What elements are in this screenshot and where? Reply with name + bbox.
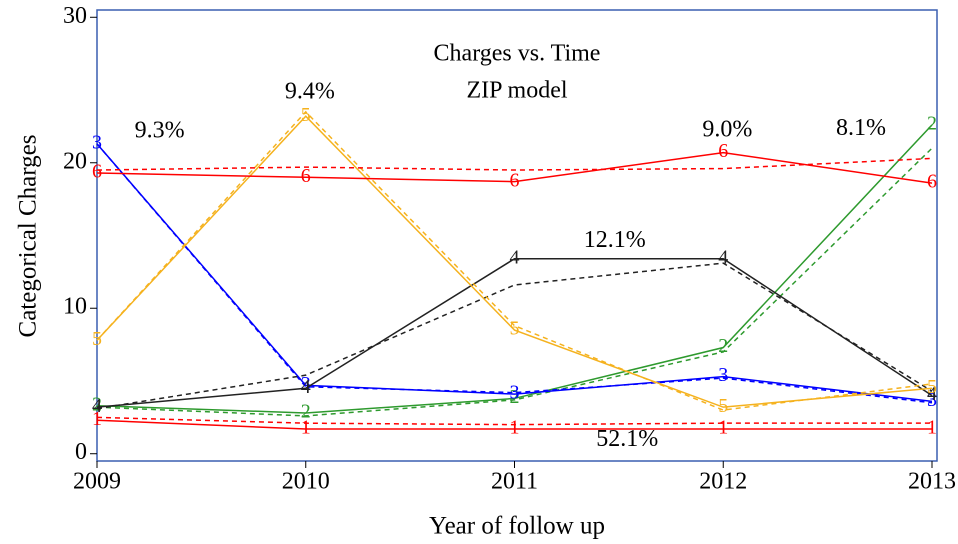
point-marker: 5 — [301, 104, 311, 126]
annotation: 9.0% — [702, 116, 752, 142]
point-marker: 2 — [927, 113, 937, 135]
point-marker: 3 — [927, 389, 937, 411]
point-marker: 6 — [92, 161, 102, 183]
point-marker: 1 — [718, 417, 728, 439]
point-marker: 6 — [927, 171, 937, 193]
annotation: 12.1% — [584, 227, 646, 253]
point-marker: 3 — [301, 373, 311, 395]
annotation: 52.1% — [596, 426, 658, 452]
point-marker: 4 — [718, 246, 728, 268]
observed-line — [96, 419, 932, 430]
annotation: 9.3% — [135, 118, 185, 144]
point-marker: 2 — [301, 401, 311, 423]
point-marker: 3 — [510, 382, 520, 404]
point-marker: 2 — [510, 386, 520, 408]
point-marker: 1 — [301, 417, 311, 439]
x-tick-label: 2013 — [908, 469, 956, 495]
observed-line — [96, 115, 933, 408]
y-tick-label: 30 — [63, 3, 87, 29]
x-tick-label: 2011 — [491, 469, 538, 495]
y-tick-label: 10 — [63, 294, 87, 320]
point-marker: 2 — [92, 393, 102, 415]
point-marker: 5 — [927, 376, 937, 398]
point-marker: 4 — [92, 395, 102, 417]
annotation: 9.4% — [285, 78, 335, 104]
point-marker: 1 — [92, 408, 102, 430]
point-marker: 6 — [301, 165, 311, 187]
observed-line — [96, 143, 933, 403]
predicted-line — [96, 157, 933, 171]
point-marker: 5 — [718, 395, 728, 417]
y-axis-title: Categorical Charges — [15, 135, 42, 338]
x-tick-label: 2012 — [699, 469, 747, 495]
point-marker: 3 — [92, 131, 102, 153]
predicted-line — [96, 262, 933, 410]
predicted-line — [96, 147, 933, 417]
point-marker: 2 — [718, 335, 728, 357]
chart-title: Charges vs. Time — [434, 41, 601, 67]
plot-frame — [96, 9, 938, 462]
point-marker: 6 — [510, 169, 520, 191]
x-tick-label: 2009 — [73, 469, 121, 495]
y-tick-label: 0 — [75, 439, 87, 465]
y-tick-label: 20 — [63, 148, 87, 174]
point-marker: 4 — [927, 383, 937, 405]
chart-subtitle: ZIP model — [466, 78, 567, 104]
observed-line — [96, 151, 933, 184]
point-marker: 5 — [92, 328, 102, 350]
point-marker: 4 — [510, 246, 520, 268]
observed-line — [96, 258, 933, 408]
x-axis-title: Year of follow up — [429, 513, 605, 540]
observed-line — [96, 124, 933, 414]
point-marker: 3 — [718, 364, 728, 386]
point-marker: 1 — [927, 417, 937, 439]
point-marker: 5 — [510, 318, 520, 340]
annotation: 8.1% — [836, 115, 886, 141]
point-marker: 4 — [301, 376, 311, 398]
point-marker: 1 — [510, 417, 520, 439]
predicted-line — [96, 416, 932, 426]
x-tick-label: 2010 — [282, 469, 330, 495]
point-marker: 6 — [718, 140, 728, 162]
